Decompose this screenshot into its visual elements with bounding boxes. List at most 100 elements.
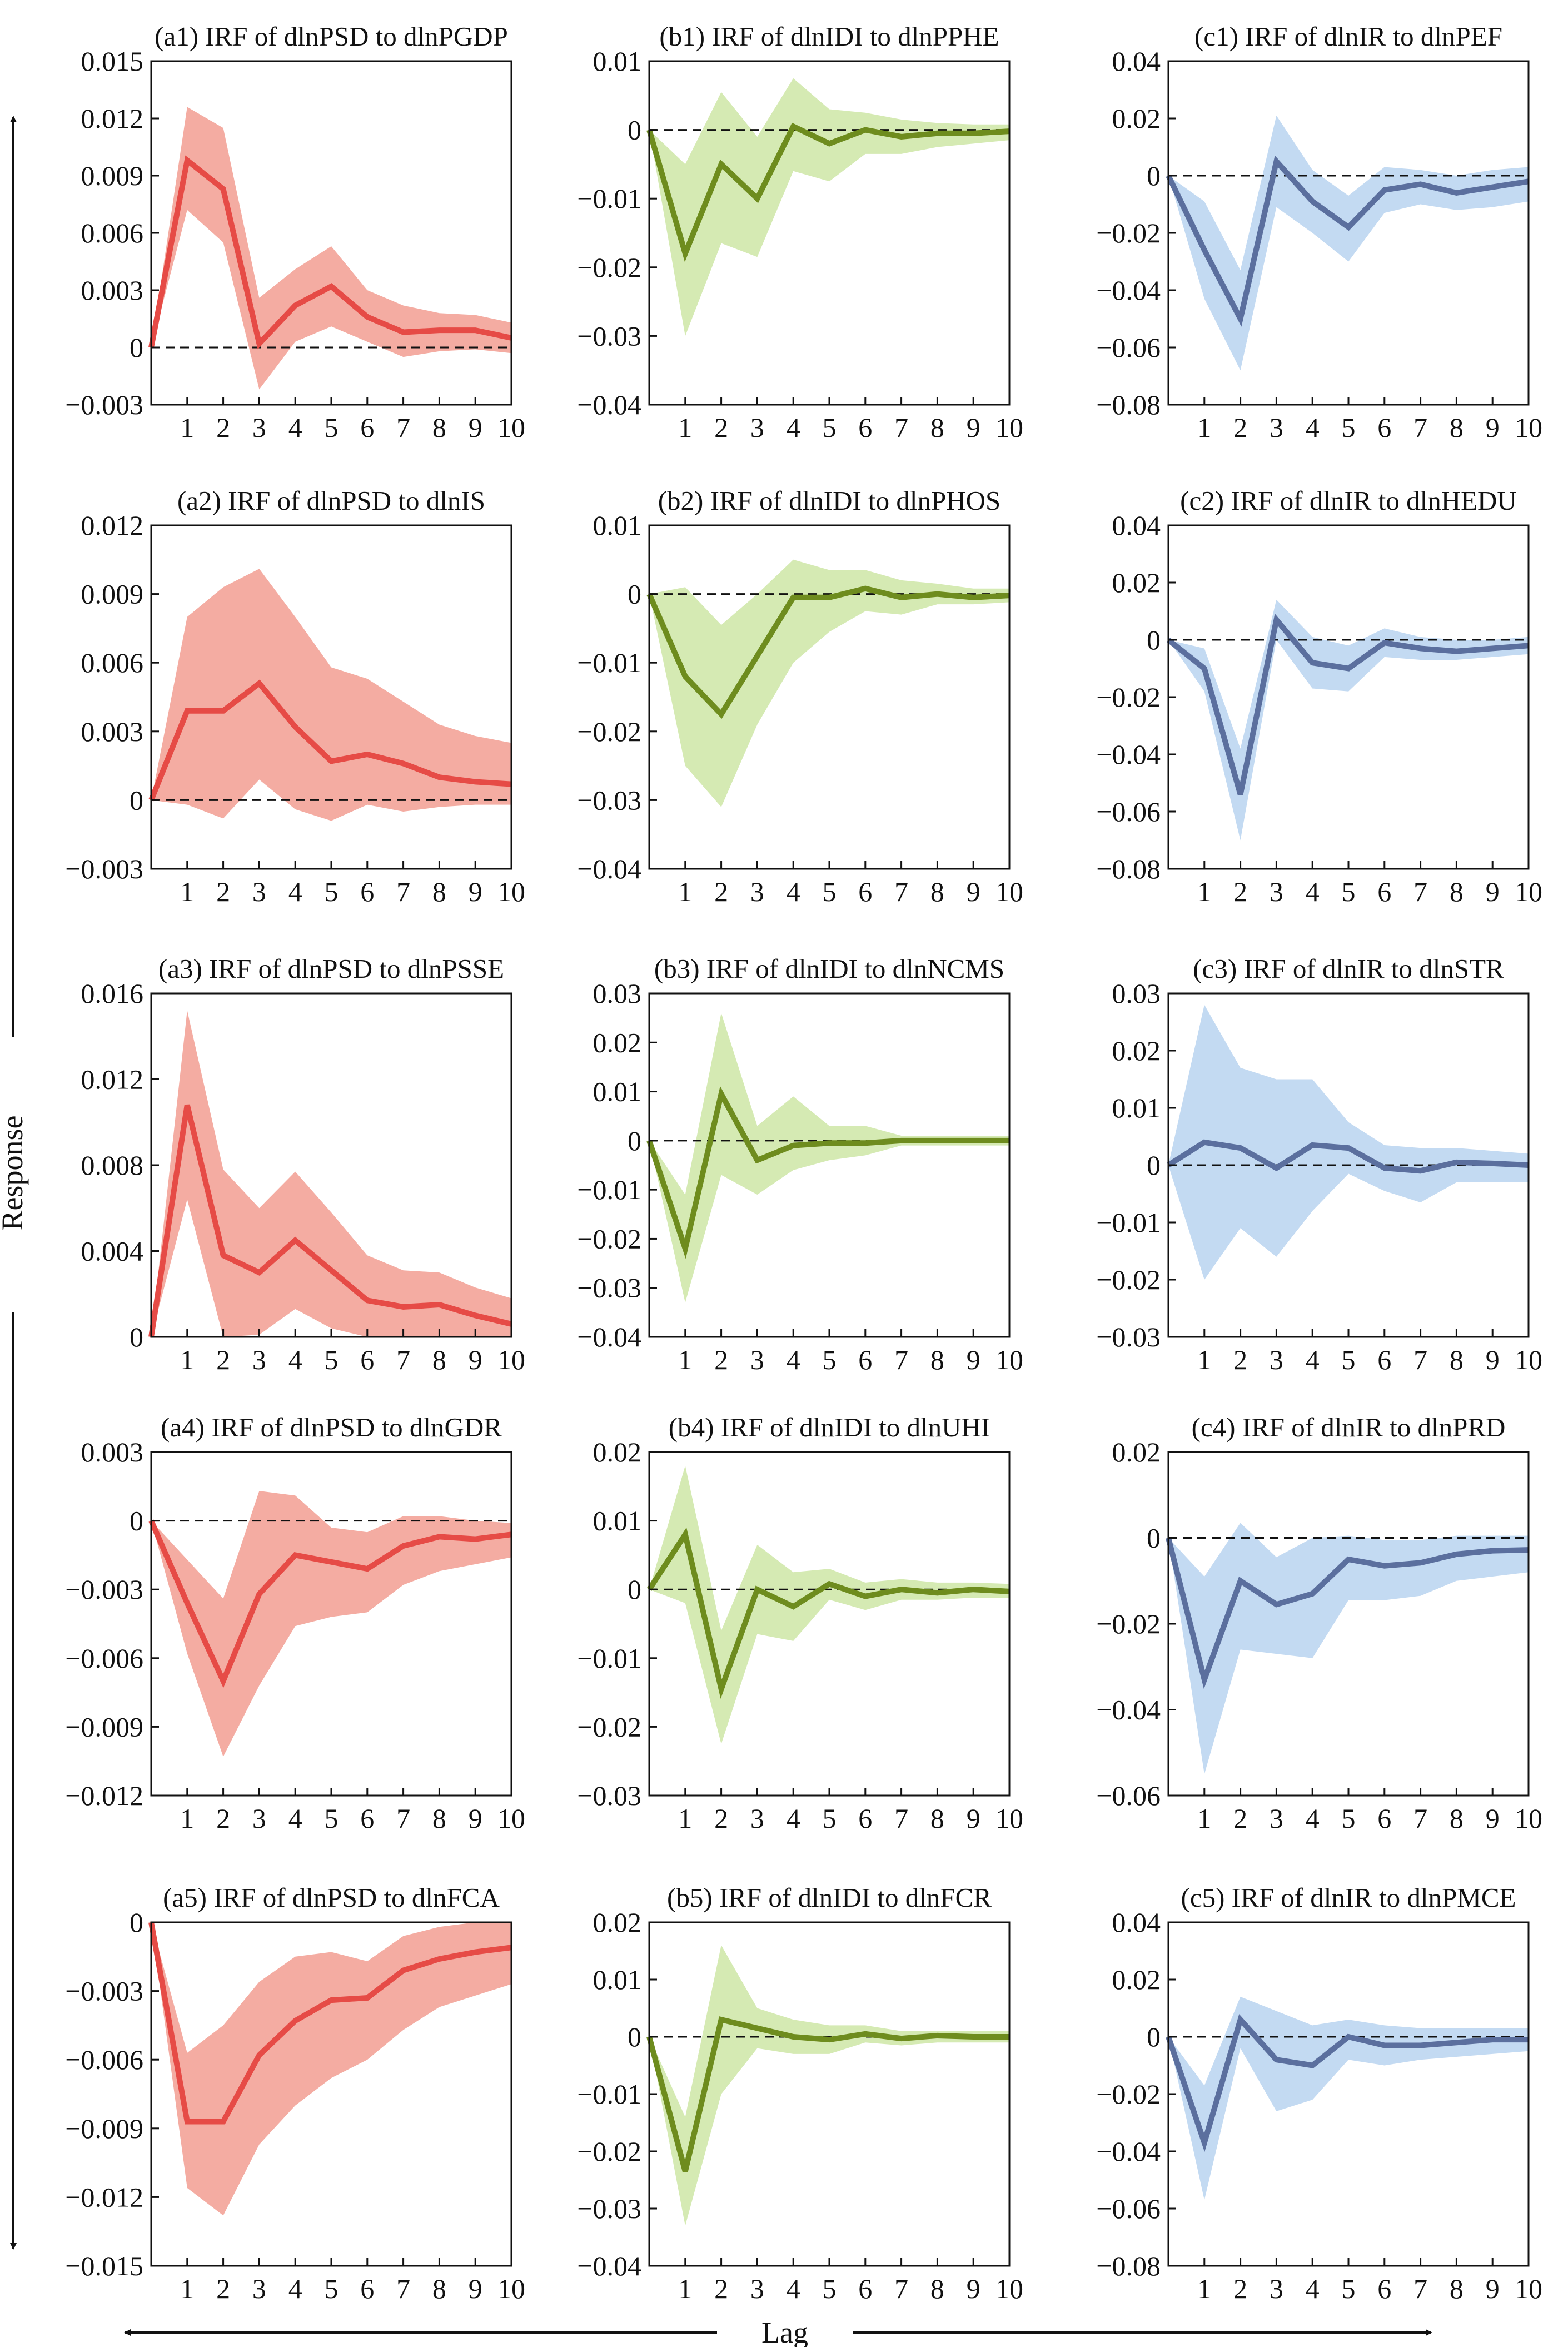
panel-c1: (c1) IRF of dlnIR to dlnPEF 0.04 0.02 0 −0.0… — [1096, 21, 1542, 443]
y-tick-label: 0.02 — [1112, 103, 1161, 134]
y-tick-label: −0.02 — [1096, 1264, 1161, 1295]
y-tick-label: −0.04 — [577, 389, 641, 420]
y-tick-label: 0.012 — [81, 103, 144, 134]
x-tick-label: 7 — [894, 876, 908, 907]
y-tick-label: −0.02 — [577, 716, 641, 747]
y-tick-label: 0.04 — [1112, 1907, 1161, 1938]
y-tick-label: 0.01 — [593, 46, 642, 77]
x-tick-label: 4 — [1306, 876, 1320, 907]
y-tick-label: 0.015 — [81, 46, 144, 77]
x-tick-label: 7 — [894, 1803, 908, 1834]
x-tick-label: 7 — [1413, 2273, 1427, 2304]
x-tick-label: 3 — [750, 1344, 764, 1375]
x-tick-label: 8 — [1450, 1344, 1464, 1375]
response-line — [148, 1519, 512, 1688]
x-tick-label: 5 — [325, 876, 339, 907]
x-tick-label: 3 — [252, 876, 266, 907]
x-tick-label: 2 — [216, 876, 230, 907]
x-tick-label: 9 — [967, 2273, 980, 2304]
y-tick-label: 0 — [628, 2021, 641, 2052]
x-tick-label: 2 — [714, 412, 728, 443]
y-tick-label: 0.01 — [593, 1505, 642, 1537]
y-tick-label: −0.009 — [65, 2113, 143, 2144]
x-tick-label: 4 — [1306, 1344, 1320, 1375]
x-tick-label: 1 — [678, 412, 692, 443]
x-tick-label: 6 — [1377, 412, 1391, 443]
x-tick-label: 10 — [1515, 2273, 1542, 2304]
x-tick-label: 5 — [325, 1803, 339, 1834]
y-tick-label: −0.02 — [1096, 1608, 1161, 1639]
confidence-band — [649, 78, 1009, 336]
y-tick-label: 0 — [628, 579, 641, 610]
x-tick-label: 1 — [678, 1803, 692, 1834]
y-tick-label: −0.08 — [1096, 389, 1161, 420]
x-tick-label: 10 — [1515, 1803, 1542, 1834]
panel-title: (a4) IRF of dlnPSD to dlnGDR — [161, 1412, 502, 1443]
panel-c2: (c2) IRF of dlnIR to dlnHEDU 0.04 0.02 0 −0.… — [1096, 485, 1542, 907]
y-tick-label: −0.02 — [1096, 217, 1161, 248]
x-tick-label: 5 — [823, 1803, 837, 1834]
y-tick-label: −0.009 — [65, 1711, 143, 1742]
response-line — [646, 122, 1010, 262]
y-tick-label: 0.009 — [81, 160, 144, 191]
x-tick-label: 1 — [180, 1344, 194, 1375]
y-tick-label: −0.03 — [577, 1780, 641, 1811]
x-tick-label: 7 — [396, 2273, 410, 2304]
x-tick-label: 3 — [750, 412, 764, 443]
x-tick-label: 2 — [714, 1803, 728, 1834]
x-tick-label: 8 — [930, 412, 944, 443]
y-tick-label: −0.003 — [65, 389, 143, 420]
x-tick-label: 8 — [432, 1803, 446, 1834]
x-tick-label: 3 — [252, 2273, 266, 2304]
x-tick-label: 5 — [1342, 412, 1356, 443]
y-tick-label: 0.006 — [81, 217, 144, 248]
x-tick-label: 5 — [1342, 2273, 1356, 2304]
plot-frame — [1167, 524, 1530, 870]
x-tick-label: 2 — [216, 2273, 230, 2304]
x-tick-label: 9 — [469, 2273, 482, 2304]
x-tick-label: 1 — [180, 2273, 194, 2304]
y-tick-label: −0.012 — [65, 2181, 143, 2212]
y-tick-label: 0.003 — [81, 1436, 144, 1468]
x-tick-label: 5 — [823, 412, 837, 443]
y-tick-label: 0.01 — [593, 1964, 642, 1995]
x-tick-label: 10 — [995, 876, 1023, 907]
x-tick-label: 1 — [1197, 412, 1211, 443]
x-tick-label: 1 — [180, 876, 194, 907]
x-tick-label: 2 — [1233, 2273, 1247, 2304]
x-tick-label: 10 — [497, 412, 525, 443]
response-line — [148, 1104, 512, 1337]
panel-title: (c3) IRF of dlnIR to dlnSTR — [1193, 953, 1504, 984]
x-tick-label: 8 — [930, 876, 944, 907]
confidence-band — [1168, 1996, 1529, 2200]
confidence-band — [151, 1922, 511, 2216]
confidence-band — [649, 1945, 1009, 2226]
y-tick-label: −0.03 — [577, 2193, 641, 2224]
x-tick-label: 9 — [1486, 2273, 1500, 2304]
y-tick-label: 0.012 — [81, 510, 144, 541]
y-tick-label: −0.06 — [1096, 1780, 1161, 1811]
y-tick-label: 0 — [1147, 2021, 1161, 2052]
panel-a3: (a3) IRF of dlnPSD to dlnPSSE 0.016 0.012 0… — [81, 953, 526, 1375]
x-tick-label: 10 — [1515, 876, 1542, 907]
panel-a2: (a2) IRF of dlnPSD to dlnIS 0.012 0.009 0.0… — [65, 485, 525, 907]
y-tick-label: −0.04 — [1096, 739, 1161, 770]
x-tick-label: 4 — [288, 1344, 302, 1375]
y-tick-label: −0.02 — [577, 1711, 641, 1742]
x-tick-label: 3 — [1270, 2273, 1283, 2304]
response-line — [1166, 2014, 1529, 2152]
x-tick-label: 3 — [252, 412, 266, 443]
x-tick-label: 9 — [1486, 412, 1500, 443]
response-line — [646, 1527, 1010, 1699]
y-tick-label: −0.04 — [1096, 1694, 1161, 1726]
y-tick-label: 0 — [1147, 1523, 1161, 1554]
x-tick-label: 3 — [1270, 876, 1283, 907]
y-tick-label: 0 — [130, 1505, 143, 1537]
x-tick-label: 4 — [288, 876, 302, 907]
x-tick-label: 10 — [1515, 412, 1542, 443]
panel-a5: (a5) IRF of dlnPSD to dlnFCA 0 −0.003 −0.00… — [65, 1882, 525, 2304]
x-tick-label: 10 — [497, 1803, 525, 1834]
x-tick-label: 9 — [1486, 1803, 1500, 1834]
x-tick-label: 4 — [787, 876, 800, 907]
response-line — [1166, 1537, 1529, 1689]
